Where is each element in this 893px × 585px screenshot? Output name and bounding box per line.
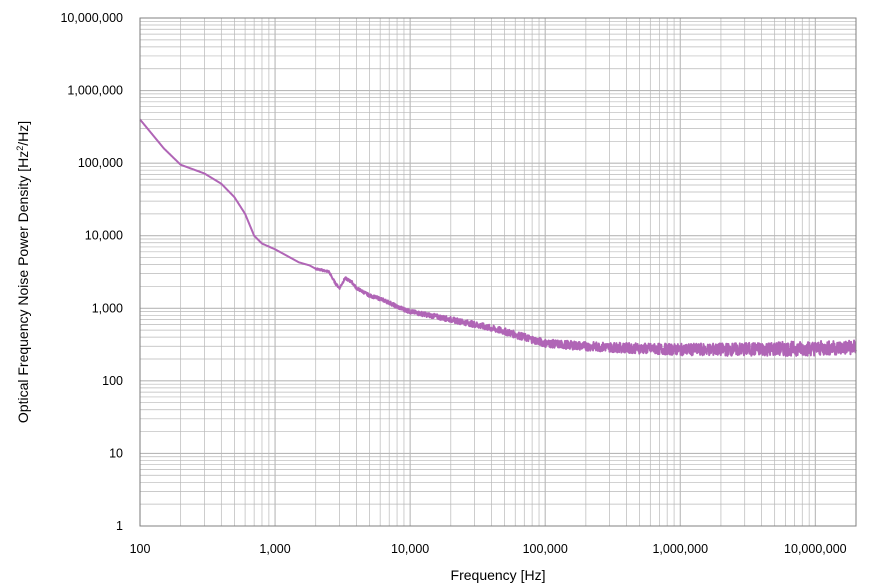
- y-axis-title-prefix: Optical Frequency Noise Power Density [H…: [15, 151, 31, 423]
- grid: [139, 18, 857, 527]
- y-axis-title: Optical Frequency Noise Power Density [H…: [15, 121, 31, 423]
- y-tick-label: 1,000,000: [67, 84, 123, 98]
- x-tick-label: 1,000,000: [652, 542, 708, 556]
- plot-area: [140, 18, 856, 526]
- y-tick-label: 10,000,000: [60, 11, 123, 25]
- x-tick-label: 10,000: [391, 542, 429, 556]
- y-tick-label: 10,000: [85, 229, 123, 243]
- y-tick-label: 1,000: [92, 301, 123, 315]
- series-layer: [139, 118, 857, 357]
- y-tick-label: 100,000: [78, 156, 123, 170]
- x-tick-labels: 100 1,000 10,000 100,000 1,000,000 10,000,000: [130, 542, 847, 556]
- x-tick-label: 100: [130, 542, 151, 556]
- y-tick-label: 1: [116, 519, 123, 533]
- plot-frame: [139, 17, 857, 527]
- x-tick-label: 1,000: [259, 542, 290, 556]
- y-tick-label: 10: [109, 446, 123, 460]
- x-tick-label: 10,000,000: [784, 542, 847, 556]
- noise-density-series-line: [139, 118, 857, 357]
- y-axis-title-superscript: 2: [15, 146, 25, 151]
- y-tick-labels: 1 10 100 1,000 10,000 100,000 1,000,000 10,000,…: [60, 11, 123, 533]
- x-axis-title: Frequency [Hz]: [451, 567, 546, 583]
- y-tick-label: 100: [102, 374, 123, 388]
- y-axis-title-suffix: /Hz]: [15, 121, 31, 146]
- x-tick-label: 100,000: [523, 542, 568, 556]
